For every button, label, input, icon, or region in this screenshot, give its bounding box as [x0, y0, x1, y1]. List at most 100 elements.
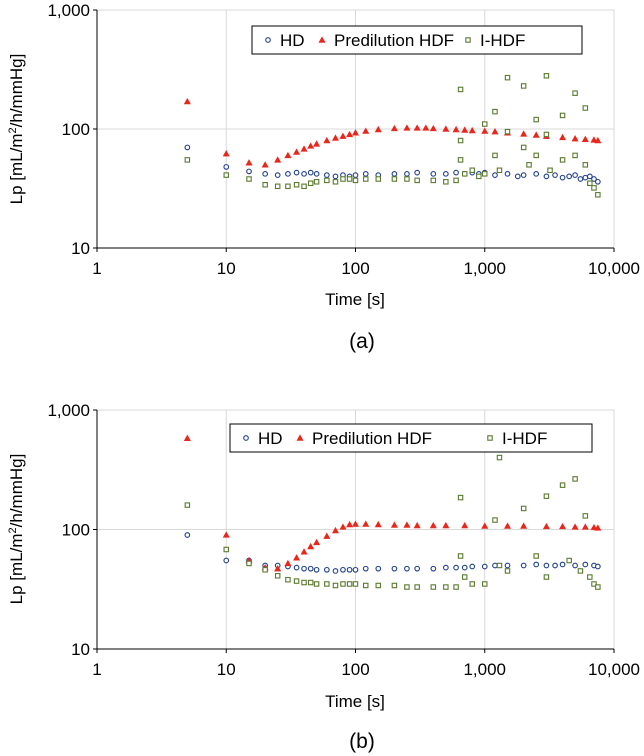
- point-predilution-hdf-23: [481, 522, 489, 529]
- point-hd-12: [340, 566, 346, 573]
- legend-label-i-hdf: I-HDF: [502, 429, 547, 448]
- point-i-hdf-8: [307, 579, 314, 586]
- point-predilution-hdf-1: [222, 531, 230, 538]
- point-predilution-hdf-18: [403, 521, 411, 528]
- legend-marker-predilution-hdf: [318, 36, 326, 43]
- point-i-hdf-8: [307, 180, 314, 187]
- point-i-hdf-9: [313, 581, 320, 587]
- point-hd-15: [362, 170, 369, 177]
- point-i-hdf-4: [274, 573, 281, 579]
- point-i-hdf-18: [404, 176, 410, 182]
- point-hd-41: [595, 178, 601, 185]
- point-i-hdf-47: [572, 152, 578, 159]
- point-i-hdf-6: [293, 578, 300, 584]
- point-i-hdf-12: [340, 176, 346, 182]
- point-i-hdf-41: [587, 574, 593, 580]
- point-i-hdf-30: [496, 562, 503, 569]
- point-i-hdf-27: [481, 581, 488, 587]
- point-predilution-hdf-22: [461, 521, 469, 529]
- point-i-hdf-23: [457, 86, 464, 93]
- point-i-hdf-24: [457, 553, 464, 559]
- y-tick-label: 1,000: [47, 1, 90, 20]
- point-predilution-hdf-26: [481, 127, 489, 134]
- legend-box-a: [251, 25, 583, 55]
- point-i-hdf-19: [414, 584, 420, 590]
- point-i-hdf-11: [332, 179, 339, 185]
- point-hd-10: [323, 566, 330, 573]
- point-i-hdf-20: [430, 177, 437, 184]
- point-i-hdf-49: [582, 162, 589, 168]
- point-i-hdf-39: [577, 568, 584, 574]
- point-i-hdf-52: [595, 192, 601, 198]
- point-hd-11: [332, 568, 339, 574]
- point-predilution-hdf-17: [390, 521, 398, 528]
- point-i-hdf-25: [461, 574, 468, 580]
- point-hd-38: [582, 174, 589, 181]
- panel-caption-b: (b): [349, 730, 375, 753]
- point-i-hdf-20: [430, 584, 437, 590]
- point-hd-29: [533, 561, 540, 568]
- point-i-hdf-11: [332, 582, 339, 589]
- point-i-hdf-24: [457, 137, 464, 144]
- point-i-hdf-1: [223, 172, 230, 178]
- point-i-hdf-13: [346, 581, 353, 587]
- series-i-hdf: [184, 73, 601, 198]
- point-i-hdf-42: [591, 581, 597, 587]
- point-i-hdf-34: [543, 493, 550, 499]
- point-predilution-hdf-23: [452, 125, 460, 133]
- point-hd-40: [591, 176, 597, 182]
- x-tick-label: 1,000: [463, 259, 506, 278]
- legend-marker-i-hdf: [465, 37, 471, 43]
- point-hd-31: [533, 170, 540, 177]
- point-predilution-hdf-13: [346, 130, 354, 138]
- point-i-hdf-42: [543, 131, 550, 138]
- point-predilution-hdf-9: [313, 140, 321, 147]
- point-predilution-hdf-30: [532, 131, 540, 138]
- point-predilution-hdf-10: [323, 136, 331, 144]
- point-predilution-hdf-34: [581, 135, 589, 142]
- point-predilution-hdf-4: [274, 565, 282, 572]
- point-hd-9: [313, 566, 320, 573]
- legend-marker-hd: [243, 435, 249, 441]
- legend-label-i-hdf: I-HDF: [480, 31, 525, 50]
- point-hd-28: [520, 562, 527, 569]
- point-i-hdf-22: [453, 584, 459, 590]
- point-predilution-hdf-16: [374, 125, 382, 133]
- point-i-hdf-41: [543, 73, 550, 79]
- data-points-b: [183, 434, 602, 590]
- y-tick-label: 100: [62, 120, 90, 139]
- point-i-hdf-27: [469, 167, 475, 174]
- legend-label-predilution-hdf: Predilution HDF: [312, 429, 432, 448]
- point-hd-6: [293, 169, 300, 176]
- point-hd-19: [414, 565, 421, 572]
- panel-caption-a: (a): [349, 330, 375, 353]
- point-predilution-hdf-15: [362, 520, 370, 527]
- point-hd-14: [352, 172, 359, 178]
- point-predilution-hdf-3: [261, 161, 269, 168]
- point-predilution-hdf-26: [542, 522, 550, 530]
- point-hd-1: [223, 164, 230, 170]
- point-predilution-hdf-21: [429, 124, 437, 132]
- point-i-hdf-6: [293, 182, 300, 188]
- point-hd-10: [323, 172, 330, 178]
- point-hd-33: [572, 562, 578, 569]
- point-hd-23: [461, 564, 468, 571]
- point-hd-37: [577, 176, 584, 182]
- point-hd-26: [492, 562, 498, 569]
- point-hd-28: [504, 170, 511, 177]
- point-hd-21: [442, 564, 449, 571]
- legend-marker-predilution-hdf: [296, 434, 304, 441]
- point-hd-18: [404, 565, 410, 572]
- point-i-hdf-16: [375, 176, 382, 182]
- point-i-hdf-26: [469, 581, 475, 587]
- point-predilution-hdf-14: [351, 520, 360, 527]
- point-hd-22: [453, 564, 459, 571]
- point-i-hdf-26: [461, 171, 468, 177]
- point-predilution-hdf-19: [413, 124, 421, 131]
- point-i-hdf-34: [504, 74, 511, 81]
- point-hd-3: [262, 170, 269, 177]
- point-predilution-hdf-33: [571, 135, 579, 142]
- point-i-hdf-7: [301, 579, 307, 586]
- point-hd-20: [430, 170, 437, 177]
- point-i-hdf-15: [362, 582, 369, 589]
